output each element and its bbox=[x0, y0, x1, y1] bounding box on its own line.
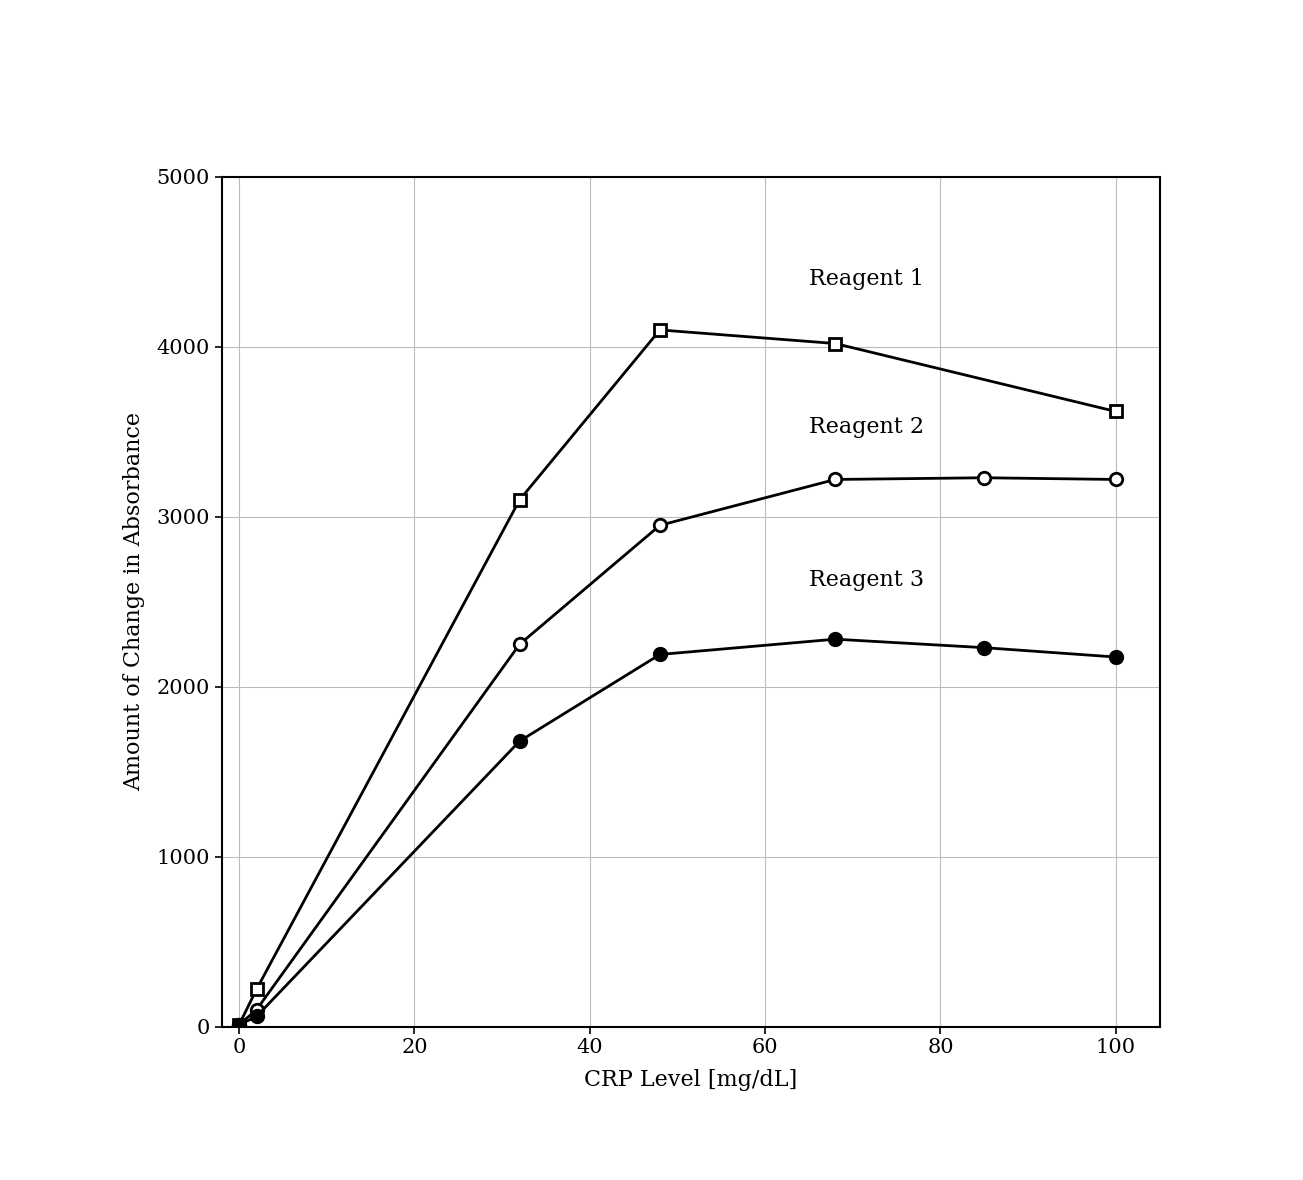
Text: Reagent 3: Reagent 3 bbox=[809, 569, 924, 591]
X-axis label: CRP Level [mg/dL]: CRP Level [mg/dL] bbox=[584, 1069, 797, 1090]
Text: Reagent 2: Reagent 2 bbox=[809, 415, 924, 438]
Y-axis label: Amount of Change in Absorbance: Amount of Change in Absorbance bbox=[122, 412, 145, 792]
Text: Reagent 1: Reagent 1 bbox=[809, 268, 924, 290]
